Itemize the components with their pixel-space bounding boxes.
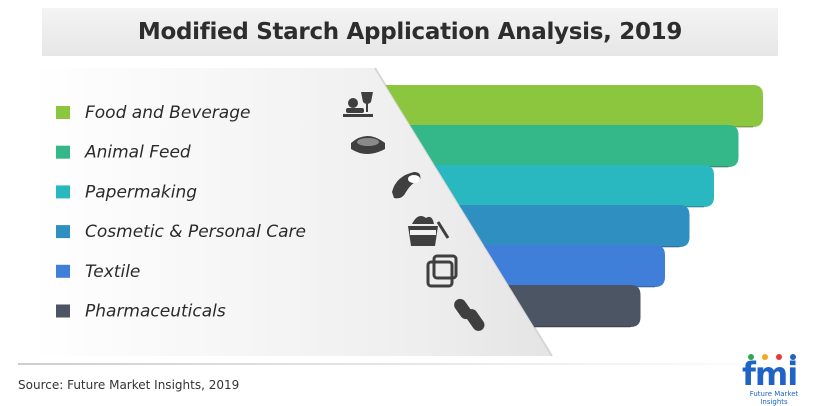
legend-label-1: Animal Feed [84,143,191,163]
bottom-separator [18,363,808,365]
legend-swatch-4 [56,264,70,278]
legend-label-4: Textile [85,262,140,282]
legend-label-5: Pharmaceuticals [85,302,226,322]
legend-panel [30,68,552,356]
title-bar: Modified Starch Application Analysis, 20… [42,8,778,56]
legend-swatch-2 [56,185,70,199]
legend-swatch-0 [56,106,70,119]
funnel-bar-0 [385,85,763,127]
food-tray-icon [343,92,373,117]
funnel-bar-1 [410,125,739,167]
legend-swatch-1 [56,145,70,159]
funnel-bar-5 [508,285,641,327]
funnel-bar-3 [459,205,690,247]
funnel-bar-2 [434,165,714,207]
logo-subtitle: Future Market Insights [749,390,799,406]
source-note: Source: Future Market Insights, 2019 [18,378,240,392]
legend-label-3: Cosmetic & Personal Care [85,222,306,242]
fabric-swatch-icon [426,254,458,288]
legend-swatch-5 [56,304,70,318]
pet-bowl-icon [351,136,385,154]
funnel-bar-4 [483,245,665,287]
chart-title: Modified Starch Application Analysis, 20… [137,19,683,45]
paper-roll-icon [392,172,421,199]
legend-swatch-3 [56,225,70,239]
cosmetic-jar-icon [408,216,450,246]
fmi-logo: fmi Future Market Insights [738,354,810,406]
legend-label-2: Papermaking [85,182,197,202]
capsule-pill-icon [454,298,485,331]
logo-mark: fmi [742,355,798,393]
legend-label-0: Food and Beverage [85,103,250,123]
